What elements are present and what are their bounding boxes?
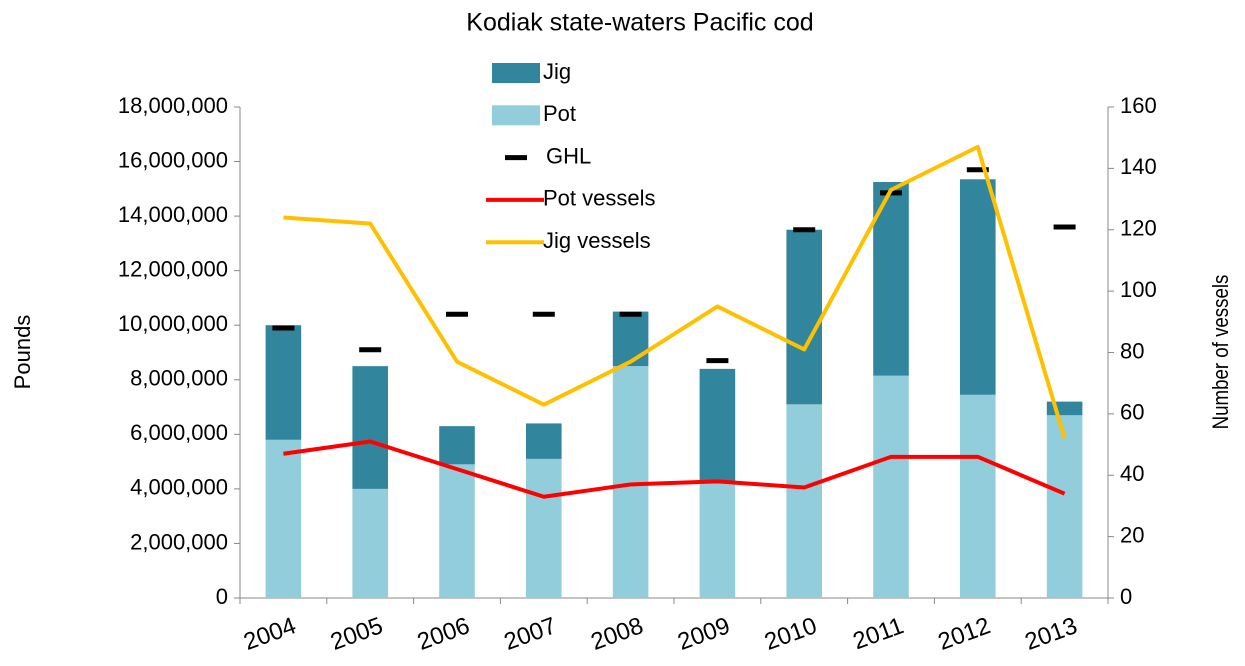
legend-swatch	[492, 105, 540, 126]
bar	[352, 488, 388, 598]
line	[283, 439, 1066, 499]
bar	[439, 426, 475, 465]
x-tick-label: 2012	[935, 612, 994, 656]
y-tick-label: 12,000,000	[118, 256, 228, 281]
x-tick-label: 2006	[414, 612, 473, 656]
y2-tick-label: 0	[1120, 584, 1132, 609]
y2-tick-label: 120	[1120, 216, 1157, 241]
bar	[265, 439, 302, 598]
y-tick-label: 8,000,000	[130, 366, 228, 391]
bar	[439, 464, 475, 598]
bar	[699, 368, 736, 481]
x-tick-label: 2008	[587, 612, 646, 656]
y2-axis-label: Number of vessels	[1209, 275, 1233, 430]
y2-tick-label: 60	[1120, 400, 1144, 425]
y-tick-label: 6,000,000	[130, 420, 228, 445]
y2-tick-label: 160	[1120, 93, 1157, 118]
legend-label: Jig vessels	[543, 228, 651, 253]
x-tick-label: 2010	[761, 612, 820, 656]
bar	[612, 311, 649, 367]
x-tick-label: 2009	[674, 612, 733, 656]
y-tick-label: 16,000,000	[118, 147, 228, 172]
bar	[960, 394, 996, 598]
y-tick-label: 18,000,000	[118, 93, 228, 118]
y2-tick-label: 20	[1120, 522, 1144, 547]
y-axis-label: Pounds	[10, 315, 35, 390]
x-tick-label: 2007	[501, 612, 560, 656]
y2-tick-label: 40	[1120, 461, 1144, 486]
legend-label: GHL	[546, 143, 591, 168]
bar	[526, 458, 562, 598]
bar	[873, 375, 909, 598]
bar	[1046, 415, 1083, 598]
y-tick-label: 10,000,000	[118, 311, 228, 336]
y-tick-label: 14,000,000	[118, 202, 228, 227]
line	[283, 144, 1067, 439]
x-tick-label: 2011	[849, 612, 907, 655]
legend-label: Jig	[543, 59, 571, 84]
y2-tick-label: 140	[1120, 154, 1157, 179]
legend-label: Pot vessels	[543, 186, 656, 211]
bar	[699, 480, 736, 598]
x-tick-label: 2013	[1021, 612, 1080, 656]
chart-title: Kodiak state-waters Pacific cod	[466, 9, 813, 37]
bar	[1046, 401, 1083, 416]
y-tick-label: 2,000,000	[130, 529, 228, 554]
bar	[526, 423, 562, 459]
y-tick-label: 4,000,000	[130, 475, 228, 500]
bar	[786, 229, 822, 405]
legend-swatch	[492, 63, 540, 83]
bar	[786, 404, 822, 598]
y2-tick-label: 100	[1120, 277, 1157, 302]
bar	[265, 325, 302, 440]
x-tick-label: 2005	[327, 612, 386, 656]
bar	[960, 179, 996, 395]
y2-tick-label: 80	[1120, 338, 1144, 363]
y-tick-label: 0	[216, 584, 228, 609]
bar	[352, 366, 388, 489]
legend-label: Pot	[543, 101, 576, 126]
x-tick-label: 2004	[240, 612, 299, 656]
